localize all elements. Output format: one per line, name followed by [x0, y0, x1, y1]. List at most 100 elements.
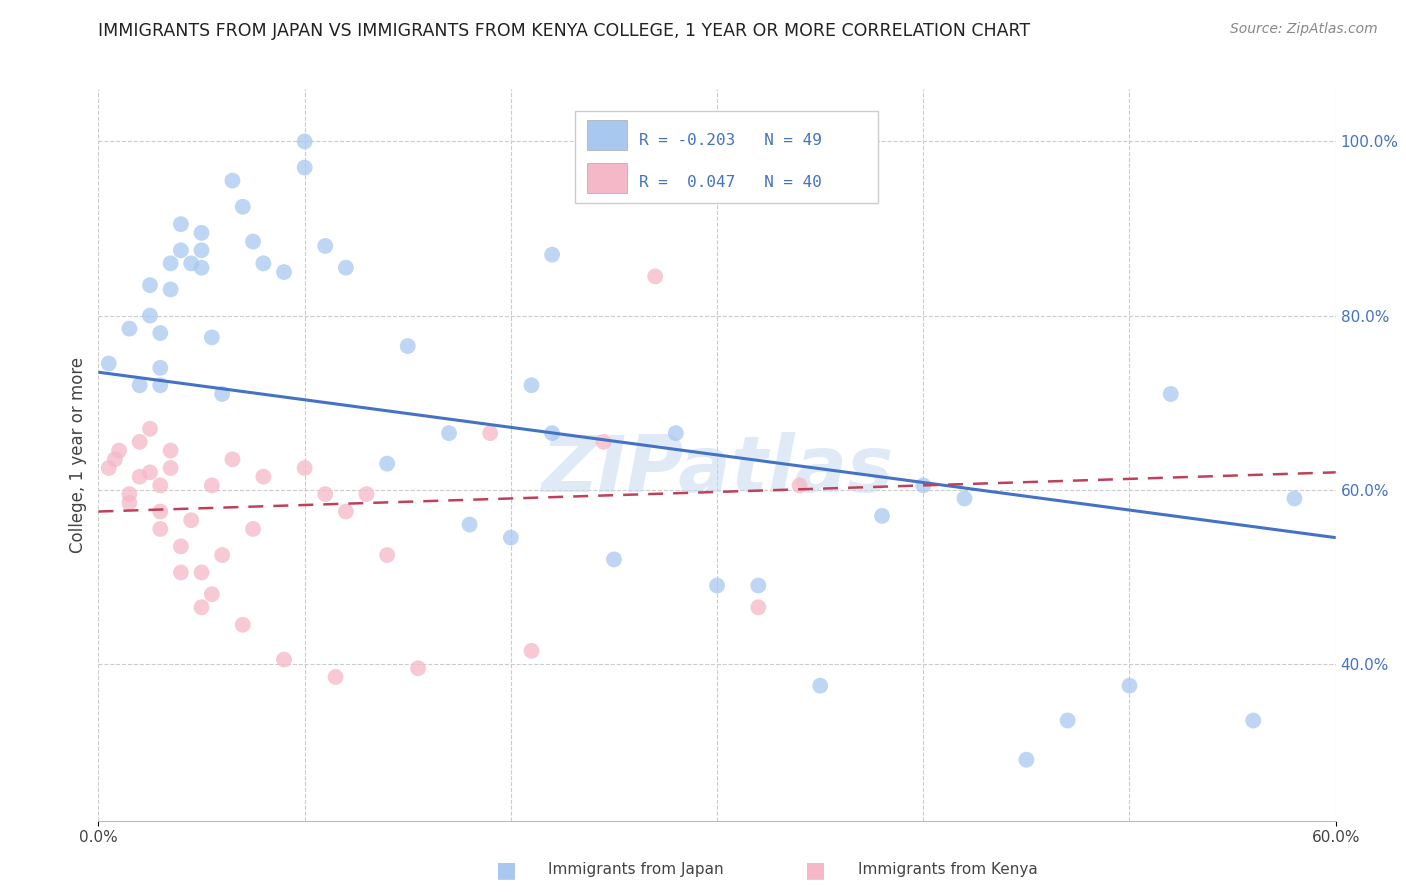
Point [314, 487, 336, 501]
Point [479, 426, 502, 441]
Point [211, 548, 233, 562]
Point [159, 283, 181, 297]
Point [603, 552, 626, 566]
Bar [588, 120, 627, 151]
Point [499, 531, 522, 545]
Point [273, 265, 295, 279]
Point [242, 522, 264, 536]
Point [335, 504, 357, 518]
Point [520, 378, 543, 392]
Point [1284, 491, 1306, 506]
Point [541, 426, 564, 441]
Point [665, 426, 688, 441]
Point [139, 422, 162, 436]
Point [789, 478, 811, 492]
Point [747, 600, 769, 615]
Point [104, 452, 127, 467]
Point [541, 247, 564, 261]
Point [170, 566, 193, 580]
Point [190, 226, 212, 240]
Point [375, 457, 398, 471]
Point [221, 452, 243, 467]
Point [221, 173, 243, 188]
Point [159, 443, 181, 458]
Point [1241, 714, 1264, 728]
Point [139, 309, 162, 323]
Point [180, 256, 202, 270]
Point [1056, 714, 1078, 728]
Bar [588, 163, 627, 194]
Point [808, 679, 831, 693]
Text: R = -0.203   N = 49: R = -0.203 N = 49 [640, 133, 823, 148]
Point [190, 600, 212, 615]
Text: Immigrants from Kenya: Immigrants from Kenya [858, 863, 1038, 877]
Text: Immigrants from Japan: Immigrants from Japan [548, 863, 724, 877]
Point [118, 321, 141, 335]
Point [139, 466, 162, 480]
Point [592, 434, 614, 449]
Point [252, 256, 274, 270]
Point [314, 239, 336, 253]
Point [273, 652, 295, 666]
FancyBboxPatch shape [575, 112, 877, 202]
Point [356, 487, 378, 501]
Point [149, 504, 172, 518]
Point [159, 256, 181, 270]
Point [912, 478, 935, 492]
Point [201, 330, 224, 344]
Text: ■: ■ [496, 860, 516, 880]
Point [953, 491, 976, 506]
Point [232, 200, 254, 214]
Point [437, 426, 460, 441]
Point [128, 469, 150, 483]
Point [1118, 679, 1140, 693]
Point [118, 487, 141, 501]
Point [128, 434, 150, 449]
Point [1015, 753, 1038, 767]
Text: ■: ■ [806, 860, 825, 880]
Point [294, 161, 316, 175]
Y-axis label: College, 1 year or more: College, 1 year or more [69, 357, 87, 553]
Point [520, 644, 543, 658]
Point [242, 235, 264, 249]
Point [128, 378, 150, 392]
Point [97, 356, 120, 371]
Point [170, 539, 193, 553]
Text: Source: ZipAtlas.com: Source: ZipAtlas.com [1230, 22, 1378, 37]
Point [190, 566, 212, 580]
Point [170, 217, 193, 231]
Point [747, 578, 769, 592]
Point [325, 670, 347, 684]
Point [396, 339, 419, 353]
Point [294, 461, 316, 475]
Point [201, 478, 224, 492]
Text: R =  0.047   N = 40: R = 0.047 N = 40 [640, 175, 823, 190]
Point [458, 517, 481, 532]
Point [149, 378, 172, 392]
Point [1160, 387, 1182, 401]
Point [375, 548, 398, 562]
Point [335, 260, 357, 275]
Point [406, 661, 429, 675]
Point [149, 522, 172, 536]
Point [149, 478, 172, 492]
Point [180, 513, 202, 527]
Text: IMMIGRANTS FROM JAPAN VS IMMIGRANTS FROM KENYA COLLEGE, 1 YEAR OR MORE CORRELATI: IMMIGRANTS FROM JAPAN VS IMMIGRANTS FROM… [98, 22, 1031, 40]
Point [108, 443, 131, 458]
Point [159, 461, 181, 475]
Point [252, 469, 274, 483]
Point [294, 135, 316, 149]
Point [644, 269, 666, 284]
Point [706, 578, 728, 592]
Point [170, 244, 193, 258]
Point [149, 326, 172, 340]
Point [149, 360, 172, 375]
Text: ZIPatlas: ZIPatlas [541, 432, 893, 508]
Point [190, 244, 212, 258]
Point [190, 260, 212, 275]
Point [232, 617, 254, 632]
Point [139, 278, 162, 293]
Point [870, 508, 893, 523]
Point [118, 496, 141, 510]
Point [97, 461, 120, 475]
